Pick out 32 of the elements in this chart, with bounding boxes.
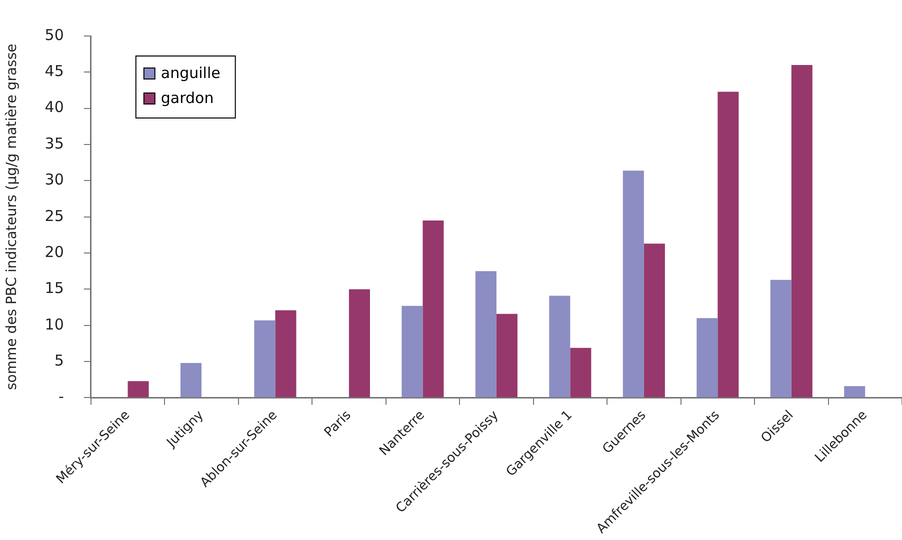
y-tick-label: 20 xyxy=(44,242,64,261)
y-tick-label: 15 xyxy=(44,279,64,298)
y-tick-label: 30 xyxy=(44,170,64,189)
y-tick-label: 25 xyxy=(44,206,64,225)
bar xyxy=(496,314,518,398)
bar xyxy=(275,310,296,398)
bar xyxy=(180,363,202,398)
y-tick-label: 10 xyxy=(44,315,64,334)
bar xyxy=(770,280,792,398)
y-tick-label: - xyxy=(58,388,64,406)
bar xyxy=(254,320,276,398)
bar xyxy=(128,381,149,398)
legend-label: anguille xyxy=(160,64,220,82)
bar xyxy=(422,220,444,398)
bar xyxy=(622,170,644,398)
bar xyxy=(844,386,866,398)
y-tick-label: 50 xyxy=(44,26,64,44)
bar xyxy=(348,289,370,398)
y-tick-label: 45 xyxy=(44,62,64,80)
bar xyxy=(549,296,570,398)
y-tick-label: 35 xyxy=(44,134,64,152)
legend-label: gardon xyxy=(160,88,214,107)
y-tick-label: 40 xyxy=(44,98,64,116)
bar xyxy=(475,271,496,398)
bar xyxy=(718,92,739,398)
bar xyxy=(570,348,592,398)
bar xyxy=(696,318,718,398)
bar xyxy=(791,64,812,398)
y-tick-label: 5 xyxy=(54,351,64,370)
y-axis-title: somme des PBC indicateurs (µg/g matière grasse xyxy=(4,44,20,390)
bar xyxy=(644,244,665,398)
bar xyxy=(402,306,423,398)
